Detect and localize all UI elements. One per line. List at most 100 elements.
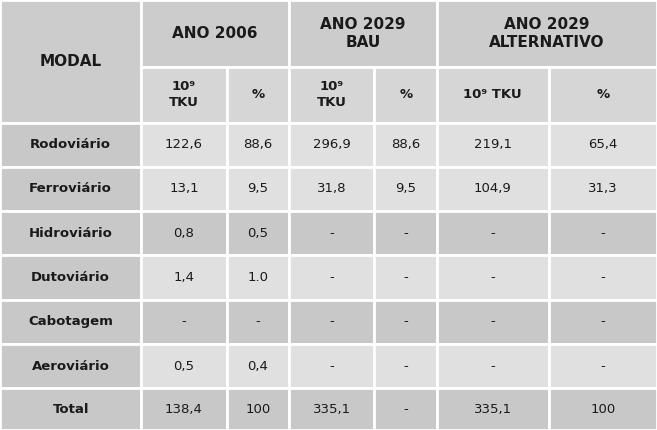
Bar — [141, 167, 227, 211]
Text: 10⁹ TKU: 10⁹ TKU — [463, 88, 522, 101]
Text: %: % — [252, 88, 264, 101]
Text: 1.0: 1.0 — [248, 271, 268, 284]
Text: Dutoviário: Dutoviário — [31, 271, 110, 284]
Bar — [549, 211, 657, 255]
Bar — [549, 344, 657, 388]
Text: -: - — [600, 359, 605, 373]
Bar — [289, 344, 374, 388]
Text: 1,4: 1,4 — [173, 271, 194, 284]
Text: 0,5: 0,5 — [248, 227, 268, 240]
Bar — [549, 123, 657, 167]
Bar — [289, 300, 374, 344]
Bar — [289, 255, 374, 300]
Text: %: % — [399, 88, 412, 101]
Text: -: - — [181, 315, 187, 329]
Bar — [227, 300, 289, 344]
Text: ANO 2029
BAU: ANO 2029 BAU — [320, 16, 406, 50]
Text: 335,1: 335,1 — [313, 402, 351, 416]
Bar — [227, 167, 289, 211]
Bar — [374, 388, 437, 430]
Bar — [141, 255, 227, 300]
Bar — [374, 167, 437, 211]
Text: 88,6: 88,6 — [391, 138, 420, 151]
Bar — [141, 67, 227, 123]
Bar — [227, 255, 289, 300]
Bar — [549, 388, 657, 430]
Bar — [0, 255, 141, 300]
Text: -: - — [403, 271, 408, 284]
Bar — [374, 255, 437, 300]
Text: 9,5: 9,5 — [248, 182, 268, 196]
Bar — [289, 0, 437, 67]
Text: 100: 100 — [590, 402, 616, 416]
Bar — [289, 67, 374, 123]
Text: -: - — [329, 271, 334, 284]
Text: ANO 2029
ALTERNATIVO: ANO 2029 ALTERNATIVO — [489, 16, 604, 50]
Text: %: % — [597, 88, 609, 101]
Text: 88,6: 88,6 — [243, 138, 273, 151]
Bar — [0, 300, 141, 344]
Bar — [374, 300, 437, 344]
Bar — [289, 123, 374, 167]
Bar — [227, 67, 289, 123]
Text: Cabotagem: Cabotagem — [28, 315, 113, 329]
Text: 9,5: 9,5 — [396, 182, 416, 196]
Text: -: - — [600, 227, 605, 240]
Bar — [227, 211, 289, 255]
Bar — [141, 344, 227, 388]
Bar — [227, 388, 289, 430]
Bar — [549, 255, 657, 300]
Text: -: - — [403, 402, 408, 416]
Bar — [227, 344, 289, 388]
Bar — [141, 300, 227, 344]
Text: 104,9: 104,9 — [474, 182, 512, 196]
Bar — [289, 167, 374, 211]
Text: -: - — [256, 315, 260, 329]
Text: 13,1: 13,1 — [169, 182, 199, 196]
Bar — [437, 300, 549, 344]
Bar — [141, 0, 289, 67]
Text: 138,4: 138,4 — [165, 402, 203, 416]
Text: -: - — [490, 359, 495, 373]
Bar — [289, 388, 374, 430]
Bar — [0, 211, 141, 255]
Text: -: - — [403, 227, 408, 240]
Bar — [227, 123, 289, 167]
Bar — [0, 388, 141, 430]
Text: 10⁹
TKU: 10⁹ TKU — [317, 80, 347, 109]
Bar — [437, 211, 549, 255]
Text: -: - — [403, 359, 408, 373]
Bar — [374, 67, 437, 123]
Text: Total: Total — [53, 402, 89, 416]
Text: Ferroviário: Ferroviário — [29, 182, 112, 196]
Bar — [437, 167, 549, 211]
Text: -: - — [490, 315, 495, 329]
Bar — [0, 123, 141, 167]
Bar — [141, 211, 227, 255]
Bar — [549, 167, 657, 211]
Bar — [437, 0, 657, 67]
Text: 31,3: 31,3 — [588, 182, 618, 196]
Text: -: - — [490, 227, 495, 240]
Text: ANO 2006: ANO 2006 — [172, 26, 258, 41]
Bar — [289, 211, 374, 255]
Bar — [141, 123, 227, 167]
Bar — [374, 123, 437, 167]
Text: 0,5: 0,5 — [173, 359, 194, 373]
Text: Rodoviário: Rodoviário — [30, 138, 111, 151]
Bar — [549, 300, 657, 344]
Text: Aeroviário: Aeroviário — [32, 359, 110, 373]
Bar — [374, 344, 437, 388]
Text: -: - — [490, 271, 495, 284]
Text: -: - — [600, 315, 605, 329]
Text: 296,9: 296,9 — [313, 138, 351, 151]
Text: 122,6: 122,6 — [165, 138, 203, 151]
Text: -: - — [329, 227, 334, 240]
Bar — [437, 67, 549, 123]
Text: 100: 100 — [245, 402, 271, 416]
Text: 31,8: 31,8 — [317, 182, 346, 196]
Bar — [141, 388, 227, 430]
Bar — [437, 123, 549, 167]
Text: 335,1: 335,1 — [474, 402, 512, 416]
Bar — [0, 0, 141, 123]
